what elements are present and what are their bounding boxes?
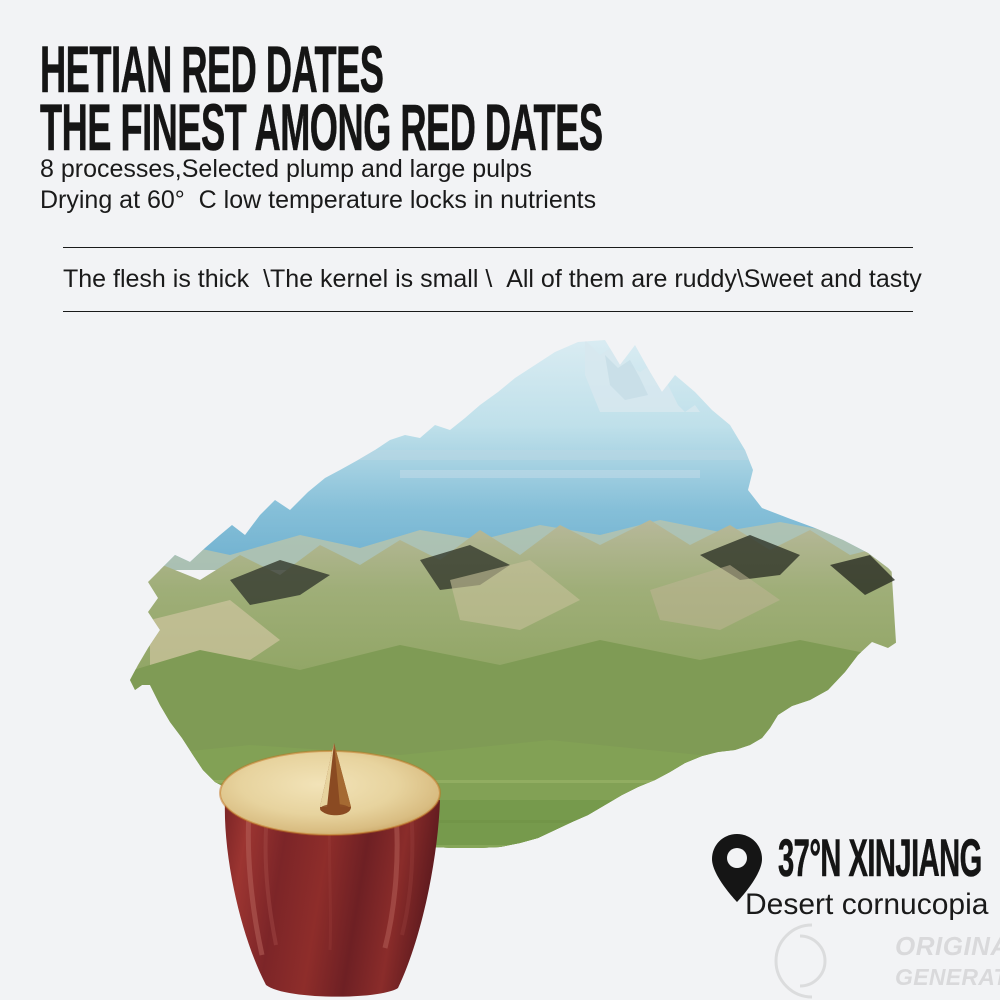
svg-text:ORIGINAL: ORIGINAL: [895, 931, 1000, 961]
svg-text:GENERATION: GENERATION: [895, 964, 1000, 990]
